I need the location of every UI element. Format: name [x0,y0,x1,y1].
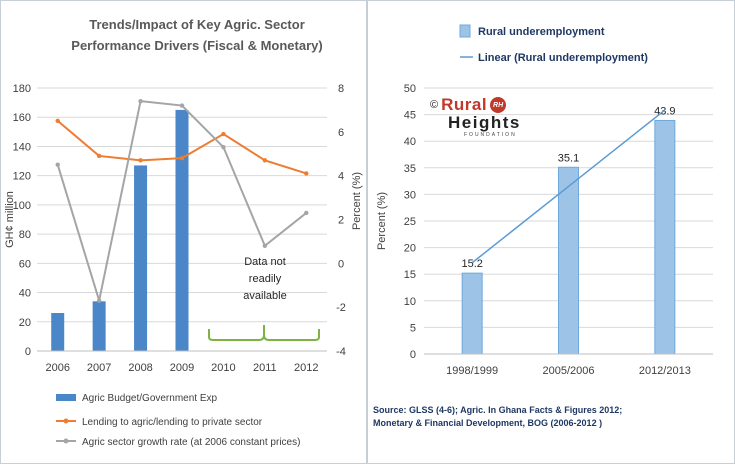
y-tick-label: 140 [13,141,31,153]
y2-tick-label: -2 [336,302,346,314]
x-tick-label: 2005/2006 [543,365,595,377]
legend-swatch-marker [63,418,69,424]
y-tick-label: 80 [19,229,31,241]
source-line-2: Monetary & Financial Development, BOG (2… [373,418,603,428]
x-tick-label: 2009 [170,362,194,374]
x-tick-label: 2007 [87,362,111,374]
legend-label: Linear (Rural underemployment) [478,52,648,64]
y-tick-label: 20 [404,243,416,255]
y2-axis-label: Percent (%) [351,172,363,230]
legend-swatch-bar [459,24,471,38]
bar [558,166,579,355]
y-tick-label: 60 [19,258,31,270]
right-chart-panel: Rural underemployment Linear (Rural under… [367,0,735,464]
line-point [96,153,102,159]
y-tick-label: 40 [19,288,31,300]
y2-tick-label: 8 [338,83,344,95]
line-point [221,131,226,137]
line-point [262,158,268,163]
bar [461,272,483,355]
line-point [138,158,143,163]
annotation-text: Data not [244,256,286,268]
bar [654,119,676,355]
legend-swatch-marker [63,438,69,444]
legend-label: Agric sector growth rate (at 2006 consta… [82,437,300,448]
x-tick-label: 2008 [128,362,152,374]
logo-copyright: © [430,99,439,111]
line-point [179,103,185,108]
logo-badge-icon: RH [490,97,507,113]
rural-heights-logo: © Rural RH Heights FOUNDATION [430,95,540,138]
line-point [221,144,226,150]
line-point [138,98,143,104]
y-tick-label: 120 [13,171,31,183]
chart-title-line: Performance Drivers (Fiscal & Monetary) [71,38,322,53]
bar [51,313,65,351]
y-tick-label: 25 [404,216,416,228]
y-tick-label: 45 [404,110,416,122]
y-tick-label: 10 [404,296,416,308]
bar [134,165,148,351]
line-point [179,155,185,161]
y-tick-label: 30 [404,189,416,201]
x-tick-label: 2012 [294,362,318,374]
legend-label: Agric Budget/Government Exp [82,393,218,404]
annotation-text: readily [249,273,282,285]
data-label: 15.2 [461,258,482,270]
x-tick-label: 2010 [211,362,235,374]
y-axis-label: Percent (%) [376,192,388,250]
annotation-brace [208,325,320,341]
chart-title-line: Trends/Impact of Key Agric. Sector [89,17,305,32]
x-tick-label: 2011 [253,362,277,374]
y-tick-label: 5 [410,322,416,334]
bar [92,301,106,351]
logo-word-rural: Rural [441,95,488,114]
legend-label: Lending to agric/lending to private sect… [82,417,263,428]
y-tick-label: 0 [25,346,31,358]
y-tick-label: 15 [404,269,416,281]
y2-tick-label: 6 [338,127,344,139]
y-tick-label: 35 [404,163,416,175]
agric-drivers-chart: Trends/Impact of Key Agric. Sector Perfor… [4,17,363,448]
legend-label: Rural underemployment [478,26,605,38]
x-tick-label: 2012/2013 [639,365,691,377]
y-tick-label: 20 [19,317,31,329]
x-tick-label: 2006 [45,362,69,374]
y2-tick-label: -4 [336,346,346,358]
data-label: 35.1 [558,152,579,164]
y-tick-label: 180 [13,83,31,95]
line-point [262,243,268,248]
line-point [55,162,60,167]
bar [175,109,189,352]
y-tick-label: 40 [404,136,416,148]
y-tick-label: 0 [410,349,416,361]
rural-underemployment-chart: Rural underemployment Linear (Rural under… [376,24,713,377]
x-tick-label: 1998/1999 [446,365,498,377]
line-point [304,171,309,176]
y-tick-label: 160 [13,112,31,124]
line-point [304,210,309,216]
trend-line [471,109,666,264]
annotation-text: available [243,290,286,302]
line-point [96,298,102,303]
y2-tick-label: 4 [338,171,344,183]
y-tick-label: 50 [404,83,416,95]
left-chart-panel: Trends/Impact of Key Agric. Sector Perfor… [0,0,367,464]
logo-foundation: FOUNDATION [464,132,517,138]
y2-tick-label: 0 [338,258,344,270]
line-point [55,118,60,124]
y-axis-label: GH¢ million [4,191,16,248]
y-tick-label: 100 [13,200,31,212]
logo-word-heights: Heights [448,113,521,132]
legend-swatch-bar [56,394,76,401]
source-note: Source: GLSS (4-6); Agric. In Ghana Fact… [373,404,728,430]
y2-tick-label: 2 [338,215,344,227]
source-line-1: Source: GLSS (4-6); Agric. In Ghana Fact… [373,405,623,415]
